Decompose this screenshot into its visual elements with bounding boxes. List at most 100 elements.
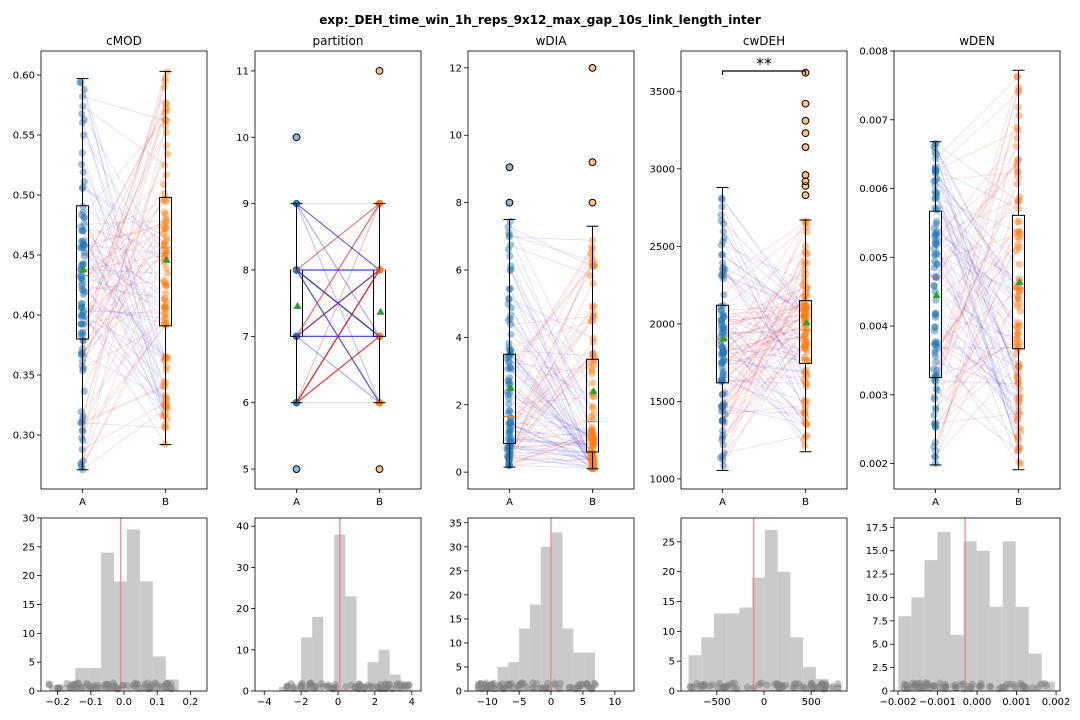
point-b (1013, 143, 1021, 151)
pair-line (509, 439, 593, 450)
point-a (932, 189, 941, 197)
pair-line (82, 323, 166, 439)
pair-line (82, 89, 166, 396)
pair-line (935, 247, 1019, 426)
pair-line (722, 304, 806, 361)
point-b (589, 435, 597, 443)
pair-line (935, 342, 1019, 378)
point-a (504, 358, 512, 366)
pair-line (509, 394, 593, 437)
point-a (79, 286, 87, 294)
pair-line (82, 241, 166, 294)
pair-line (296, 203, 380, 271)
pair-line (82, 312, 166, 445)
pair-line (509, 443, 593, 448)
rug-dot (941, 685, 949, 693)
point-b (161, 219, 169, 227)
point-b (1015, 321, 1023, 330)
point-b (801, 332, 809, 341)
rug-dot (968, 680, 977, 688)
paired-lines (509, 221, 593, 469)
point-b (160, 208, 169, 216)
point-b (801, 332, 809, 340)
point-b (589, 279, 597, 287)
point-a (719, 220, 727, 228)
pair-line (722, 332, 806, 447)
pair-line (82, 386, 166, 424)
pair-line (722, 266, 806, 308)
hist-bar (497, 666, 509, 691)
point-b (588, 453, 596, 461)
point-a (503, 444, 511, 452)
point-a (77, 320, 85, 328)
hist-bar (584, 652, 596, 691)
point-a (720, 355, 728, 363)
pair-line (935, 250, 1019, 346)
pair-line (722, 306, 806, 382)
x-tick-label: B (376, 497, 383, 508)
panel-title: wDEN (959, 34, 995, 48)
pair-line (509, 444, 593, 461)
point-b (162, 281, 170, 290)
point-a (933, 175, 941, 183)
point-a (931, 352, 939, 360)
point-b (1015, 111, 1023, 120)
point-a (80, 213, 88, 222)
y-tick-label: 15 (22, 600, 35, 611)
pair-line (82, 314, 166, 416)
point-a (80, 320, 88, 328)
point-b (1016, 230, 1024, 238)
point-a (78, 260, 86, 269)
point-a (506, 284, 514, 293)
point-a (718, 376, 726, 384)
point-b (800, 305, 809, 314)
point-b (590, 455, 598, 463)
pair-line (935, 221, 1019, 354)
point-b (799, 306, 808, 314)
pair-line (509, 451, 593, 458)
point-b (590, 439, 598, 447)
pair-line (509, 353, 593, 444)
pair-line (935, 201, 1019, 286)
point-b (589, 464, 597, 472)
pair-line (722, 342, 806, 436)
pair-line (935, 143, 1019, 384)
pair-line (722, 231, 806, 349)
point-a (506, 442, 514, 450)
pair-line (509, 319, 593, 418)
point-a (507, 421, 515, 429)
point-a (78, 312, 86, 320)
y-tick-label: 20 (449, 590, 462, 601)
point-a (78, 211, 86, 219)
pair-line (935, 169, 1019, 210)
mean-marker (932, 291, 941, 299)
rug-dot (143, 679, 152, 687)
point-b (588, 423, 596, 432)
pair-line (509, 421, 593, 431)
point-b (590, 410, 598, 418)
point-a (929, 365, 938, 373)
point-a (79, 243, 87, 251)
pair-line (82, 134, 166, 269)
pair-line (509, 418, 593, 443)
pair-line (82, 242, 166, 320)
y-tick-label: 0.006 (859, 184, 888, 195)
pair-line (82, 279, 166, 291)
point-b (162, 366, 170, 374)
pair-line (82, 275, 166, 309)
pair-line (935, 244, 1019, 428)
pair-line (722, 374, 806, 425)
point-b (588, 456, 596, 465)
rug-dot (54, 684, 62, 692)
pair-line (935, 326, 1019, 402)
pair-line (935, 233, 1019, 280)
pair-line (722, 315, 806, 341)
point-a (79, 260, 87, 268)
pair-line (722, 276, 806, 460)
y-tick-label: 9 (243, 199, 249, 210)
pair-line (722, 268, 806, 358)
point-a (505, 420, 513, 428)
pair-line (296, 203, 380, 271)
pair-line (722, 328, 806, 361)
rug-dot (583, 681, 591, 689)
